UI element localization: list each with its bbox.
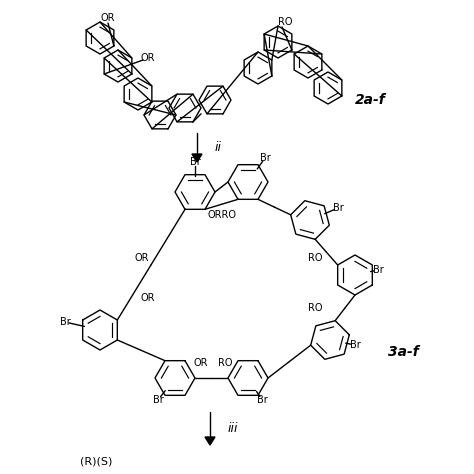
Text: Br: Br [153,395,164,405]
Text: RO: RO [308,253,322,263]
Text: Br: Br [350,340,360,350]
Text: RO: RO [218,358,233,368]
Text: 2a-f: 2a-f [355,93,386,107]
Polygon shape [205,437,215,445]
Text: OR: OR [141,293,155,303]
Text: Br: Br [333,203,343,213]
Text: RO: RO [278,17,292,27]
Polygon shape [192,154,202,162]
Text: OR: OR [141,53,155,63]
Text: ORRO: ORRO [208,210,237,220]
Text: (R)(S): (R)(S) [80,457,112,467]
Text: OR: OR [135,253,149,263]
Text: Br: Br [60,317,70,327]
Text: OR: OR [101,13,115,23]
Text: OR: OR [193,358,208,368]
Text: Br: Br [256,395,267,405]
Text: 3a-f: 3a-f [388,345,419,359]
Text: Br: Br [190,157,201,167]
Text: RO: RO [308,303,322,313]
Text: Br: Br [260,153,270,163]
Text: Br: Br [373,265,383,275]
Text: ii: ii [215,141,222,154]
Text: iii: iii [228,422,238,435]
